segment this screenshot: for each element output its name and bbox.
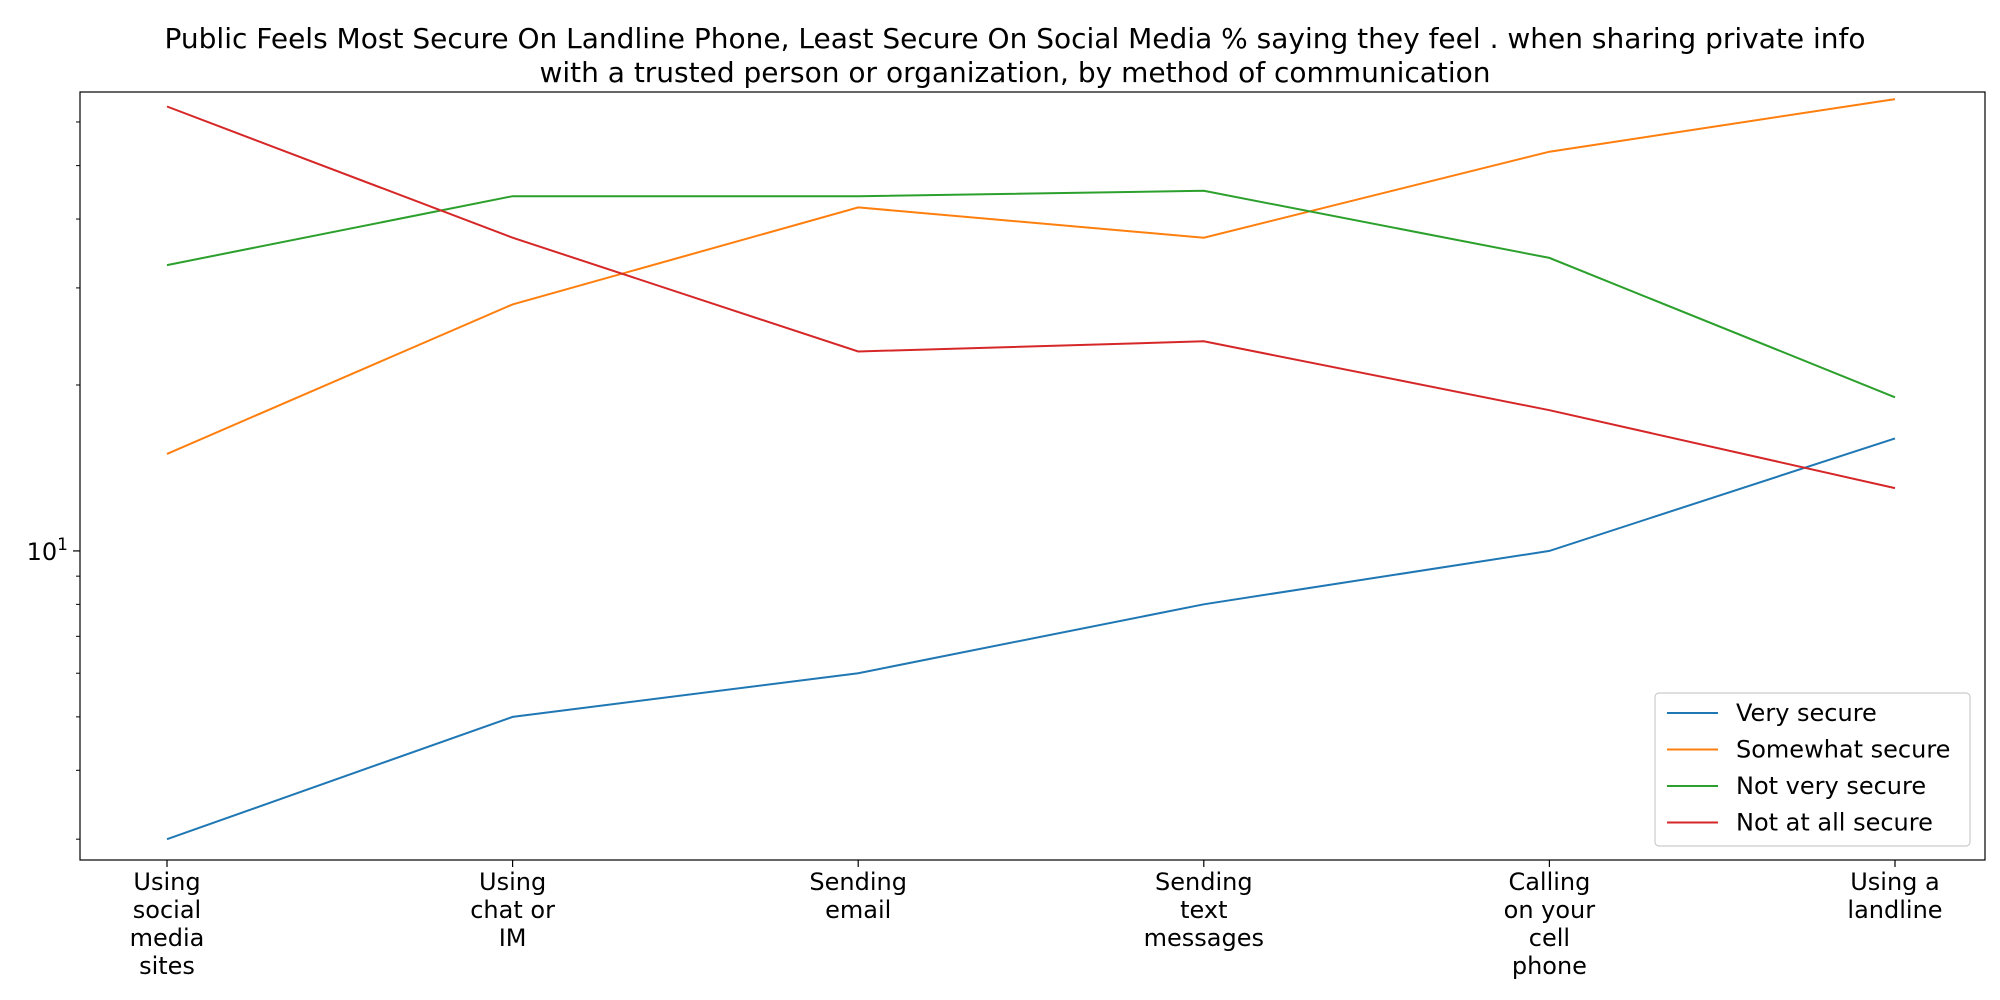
y-tick-label: 101 <box>27 535 68 566</box>
legend-label-very-secure: Very secure <box>1736 699 1877 727</box>
legend-label-somewhat-secure: Somewhat secure <box>1736 736 1950 764</box>
chart-title-line-2: with a trusted person or organization, b… <box>539 56 1490 89</box>
x-tick-label: cell <box>1529 924 1570 952</box>
x-tick-label: social <box>133 896 201 924</box>
y-minor-ticks <box>76 121 80 840</box>
series-lines <box>166 98 1896 841</box>
x-tick-label: email <box>825 896 891 924</box>
x-tick-label: IM <box>499 924 527 952</box>
series-line-somewhat-secure <box>166 98 1896 455</box>
x-tick-label: phone <box>1512 952 1587 980</box>
x-tick-label: Sending <box>1155 868 1253 896</box>
x-tick-label: chat or <box>470 896 555 924</box>
x-tick-label: Using <box>133 868 200 896</box>
chart-title-line-1: Public Feels Most Secure On Landline Pho… <box>165 22 1866 55</box>
y-tick-base: 10 <box>27 538 58 566</box>
series-line-not-at-all-secure <box>166 105 1896 490</box>
series-line-very-secure <box>166 437 1896 841</box>
y-major-tick: 101 <box>27 535 80 566</box>
x-tick-label: sites <box>139 952 195 980</box>
legend-label-not-very-secure: Not very secure <box>1736 772 1926 800</box>
plot-area <box>79 91 1986 861</box>
x-tick-label: messages <box>1144 924 1264 952</box>
x-tick-label: Using <box>479 868 546 896</box>
legend-label-not-at-all-secure: Not at all secure <box>1736 809 1933 837</box>
legend: Very secure Somewhat secure Not very secur… <box>1654 692 1971 847</box>
x-tick-label: Calling <box>1508 868 1590 896</box>
y-tick-exponent: 1 <box>57 535 68 555</box>
x-tick-label: on your <box>1504 896 1596 924</box>
x-tick-label: media <box>130 924 205 952</box>
x-tick-label: Sending <box>809 868 907 896</box>
x-tick-label: Using a <box>1850 868 1940 896</box>
x-tick-label: landline <box>1847 896 1942 924</box>
series-line-not-very-secure <box>166 189 1896 399</box>
legend-box <box>1654 692 1971 847</box>
x-tick-label: text <box>1180 896 1227 924</box>
